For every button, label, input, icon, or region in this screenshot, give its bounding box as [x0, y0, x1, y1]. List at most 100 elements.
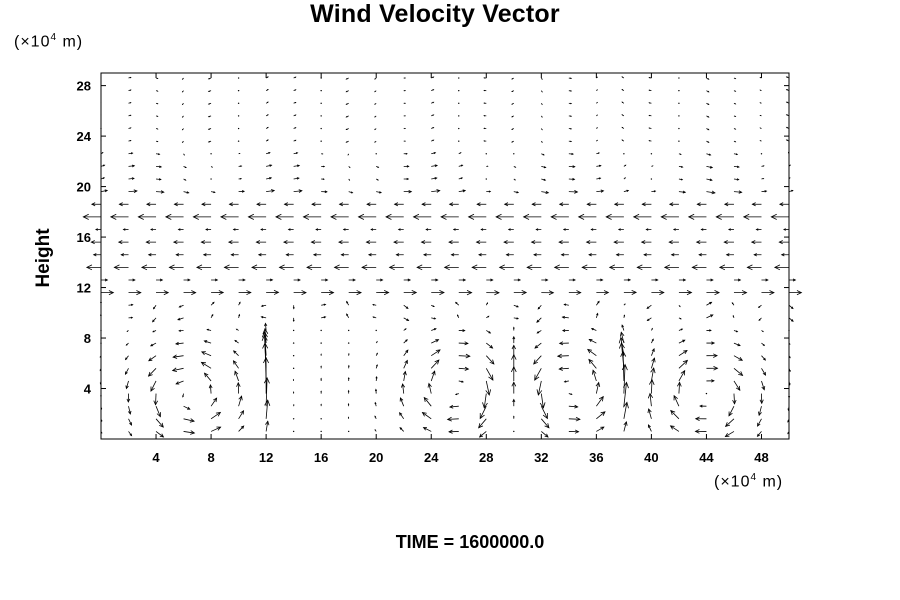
wind-vector: [706, 166, 713, 168]
wind-vector-head: [558, 240, 563, 245]
wind-vector-head: [85, 264, 93, 271]
wind-vector-head: [270, 189, 276, 193]
wind-vector: [177, 317, 184, 321]
chart-title: Wind Velocity Vector: [310, 0, 560, 28]
wind-vector-head: [350, 191, 354, 194]
wind-vector-head: [109, 213, 117, 220]
wind-vector-head: [454, 393, 458, 396]
wind-vector-head: [669, 425, 675, 430]
wind-vector-head: [346, 313, 349, 316]
wind-vector: [623, 421, 627, 432]
wind-vector-head: [412, 213, 420, 220]
wind-vector-head: [732, 314, 735, 317]
wind-vector-head: [790, 319, 794, 322]
wind-vector-head: [709, 329, 712, 332]
wind-vector: [265, 323, 267, 331]
wind-vector-head: [375, 364, 378, 367]
wind-vector-head: [432, 127, 435, 129]
wind-vector-head: [680, 328, 684, 331]
wind-vector-head: [461, 380, 464, 383]
wind-vector: [431, 177, 437, 180]
wind-vector-head: [487, 315, 490, 318]
wind-vector-head: [207, 140, 210, 143]
wind-vector: [728, 406, 735, 416]
wind-vector-head: [399, 397, 404, 402]
wind-vector: [678, 360, 688, 369]
wind-vector-head: [621, 126, 624, 129]
vector-dot: [210, 178, 212, 180]
wind-vector-head: [680, 178, 684, 181]
wind-vector-head: [513, 415, 515, 418]
wind-vector-head: [82, 213, 89, 220]
wind-vector-head: [365, 240, 371, 245]
wind-vector-head: [460, 164, 464, 167]
wind-vector-head: [727, 228, 731, 231]
wind-vector-head: [448, 240, 453, 245]
wind-vector-head: [432, 89, 435, 91]
wind-vector-head: [778, 202, 784, 207]
wind-vector-head: [153, 400, 159, 406]
vector-dot: [320, 430, 322, 433]
wind-vector: [210, 426, 221, 432]
wind-vector-head: [374, 78, 376, 80]
wind-vector-head: [489, 359, 495, 365]
wind-vector-head: [260, 304, 264, 307]
wind-vector-head: [450, 253, 455, 257]
vector-dot: [513, 153, 515, 155]
wind-vector-head: [422, 427, 427, 431]
wind-vector: [758, 406, 762, 416]
wind-vector-head: [575, 416, 581, 422]
wind-vector-head: [734, 115, 737, 117]
wind-vector-head: [512, 398, 516, 403]
wind-vector-head: [511, 103, 513, 105]
x-tick-label: 20: [369, 450, 383, 465]
wind-vector-head: [376, 352, 378, 355]
wind-vector-head: [789, 177, 791, 179]
wind-vector: [620, 332, 625, 344]
wind-vector-head: [455, 301, 458, 305]
wind-vector-head: [374, 429, 377, 431]
wind-vector-head: [600, 426, 605, 431]
wind-vector-head: [393, 240, 398, 245]
wind-vector-head: [383, 290, 390, 296]
wind-vector: [534, 368, 542, 381]
wind-vector-head: [663, 264, 671, 271]
wind-vector-head: [260, 315, 264, 319]
wind-vector-head: [769, 290, 775, 296]
wind-vector-head: [503, 202, 509, 207]
wind-vector-head: [374, 401, 377, 405]
wind-vector-head: [512, 335, 516, 340]
wind-vector-head: [646, 306, 650, 309]
wind-vector: [183, 431, 195, 434]
wind-vector: [264, 331, 267, 356]
wind-vector: [403, 371, 406, 382]
wind-vector-head: [539, 402, 546, 409]
wind-vector-head: [723, 240, 728, 245]
wind-vector-head: [511, 90, 513, 92]
vector-dot: [292, 430, 295, 433]
wind-vector: [430, 359, 440, 369]
vector-dot: [375, 153, 377, 155]
wind-vector-head: [711, 190, 716, 195]
wind-vector-head: [439, 289, 445, 296]
wind-vector-head: [190, 430, 196, 435]
wind-vector-head: [648, 114, 651, 117]
wind-vector-head: [294, 101, 297, 104]
wind-vector-head: [534, 374, 540, 381]
wind-vector: [648, 408, 652, 419]
time-label: TIME = 1600000.0: [395, 532, 545, 552]
wind-vector-head: [200, 351, 206, 356]
wind-vector-head: [175, 253, 180, 257]
wind-vector-head: [102, 177, 106, 180]
wind-vector-head: [264, 399, 271, 406]
wind-vector-head: [465, 353, 471, 359]
wind-vector-head: [131, 164, 136, 168]
wind-vector: [265, 377, 268, 407]
wind-vector-head: [349, 166, 351, 169]
wind-vector-head: [202, 253, 207, 257]
wind-vector-head: [483, 102, 486, 104]
wind-vector-head: [163, 290, 170, 296]
wind-vector-head: [553, 264, 560, 271]
wind-vector-head: [478, 423, 484, 429]
